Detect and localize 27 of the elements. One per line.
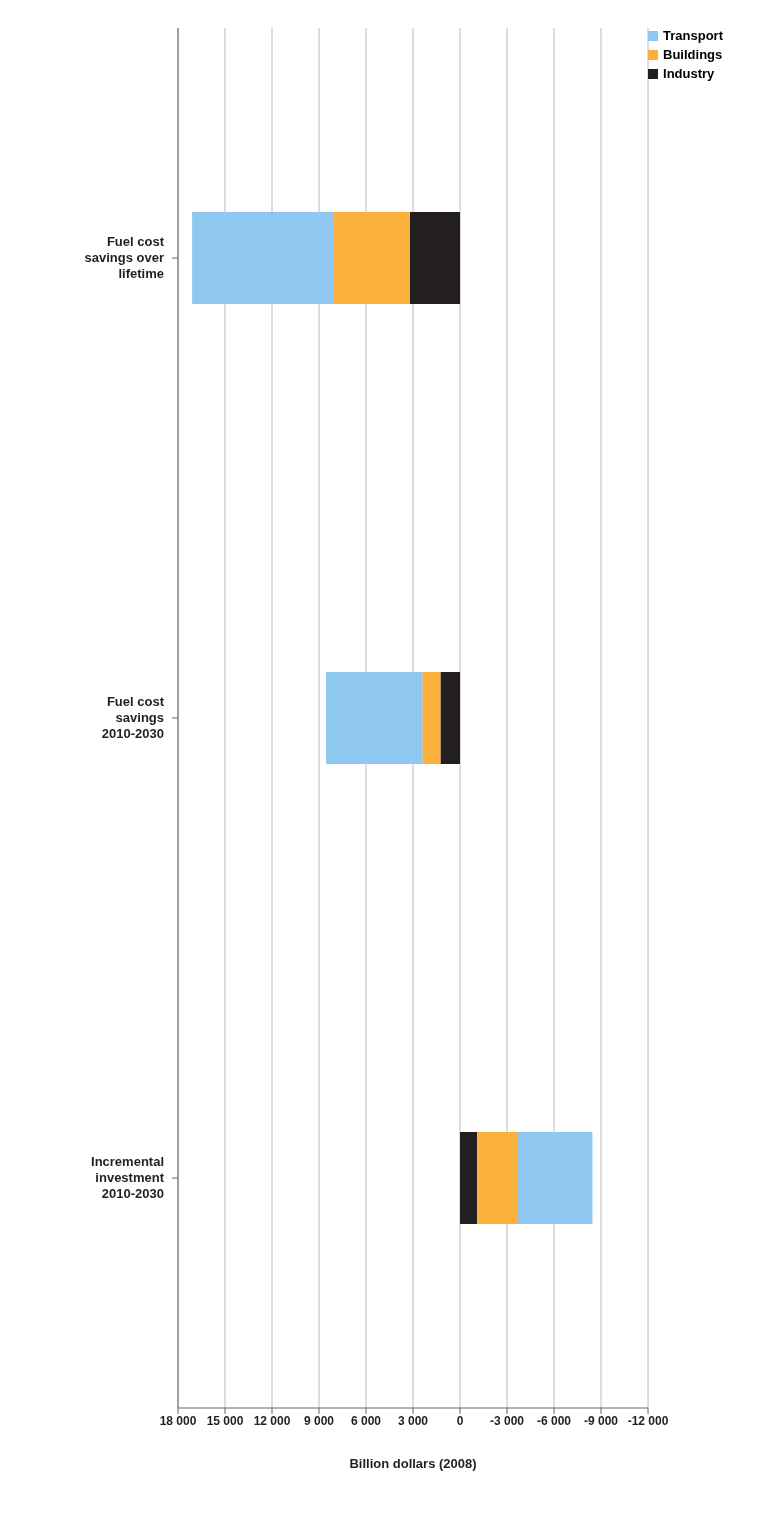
x-tick-label: -12 000 bbox=[627, 1413, 669, 1428]
bar bbox=[517, 1132, 593, 1224]
x-tick-label: 3 000 bbox=[398, 1413, 429, 1428]
x-tick-label: 15 000 bbox=[206, 1413, 244, 1428]
legend-label: Industry bbox=[662, 66, 716, 81]
bar bbox=[440, 672, 461, 764]
bar bbox=[192, 212, 334, 304]
bar bbox=[422, 672, 441, 764]
x-tick-label: -6 000 bbox=[537, 1413, 572, 1428]
bar bbox=[460, 1132, 478, 1224]
x-tick-label: -3 000 bbox=[490, 1413, 525, 1428]
bar bbox=[326, 672, 423, 764]
bar bbox=[477, 1132, 518, 1224]
y-tick-label: Incremental investment 2010-2030 bbox=[91, 1154, 165, 1201]
x-axis-title: Billion dollars (2008) bbox=[349, 1456, 477, 1471]
legend-label: Transport bbox=[662, 28, 723, 43]
x-tick-label: 12 000 bbox=[253, 1413, 291, 1428]
y-tick-label: Fuel cost savings 2010-2030 bbox=[101, 694, 165, 741]
x-tick-label: -9 000 bbox=[584, 1413, 619, 1428]
y-tick-label: Fuel cost savings over lifetime bbox=[84, 234, 165, 281]
legend-label: Buildings bbox=[662, 47, 723, 62]
x-tick-label: 6 000 bbox=[351, 1413, 382, 1428]
bar bbox=[333, 212, 410, 304]
x-tick-label: 0 bbox=[456, 1413, 464, 1428]
x-tick-label: 9 000 bbox=[303, 1413, 335, 1428]
bar bbox=[409, 212, 461, 304]
x-tick-label: 18 000 bbox=[159, 1413, 197, 1428]
